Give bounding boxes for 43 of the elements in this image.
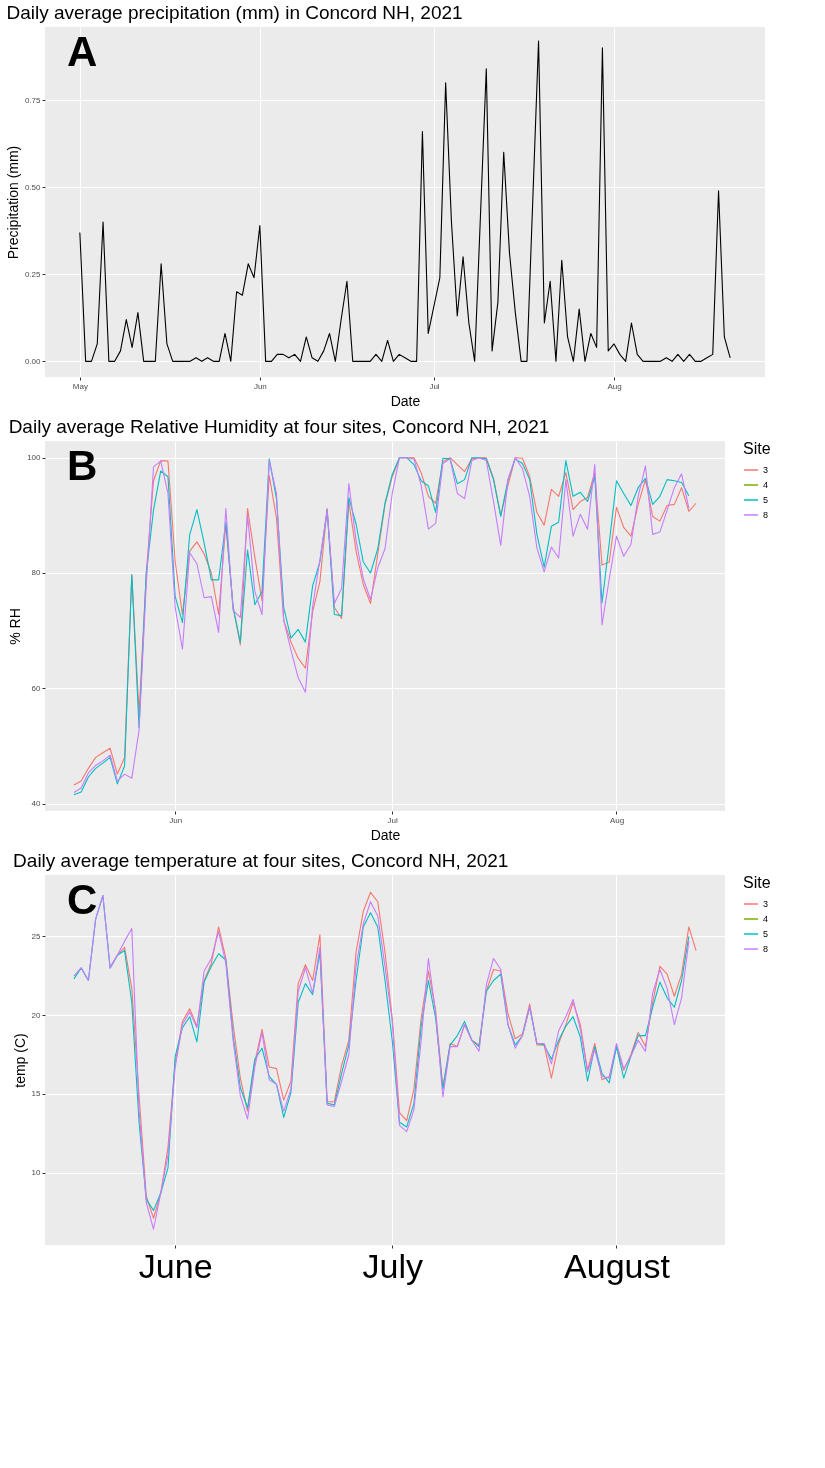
legend-label: 5 — [763, 495, 769, 505]
x-tick-label: May — [72, 381, 88, 391]
y-tick-label: 60 — [31, 683, 42, 693]
y-tick-label: 10 — [31, 1168, 42, 1178]
y-tick-label: 80 — [31, 568, 42, 578]
x-tick-label: Jul — [387, 815, 399, 825]
y-tick-label: 15 — [31, 1089, 42, 1099]
x-tick-label: Jun — [169, 815, 183, 825]
legend-title: Site — [743, 440, 771, 457]
legend-label: 5 — [763, 929, 769, 939]
y-axis-title: % RH — [7, 608, 24, 645]
x-tick-label: Aug — [609, 815, 625, 825]
x-tick-label: June — [138, 1246, 213, 1285]
x-tick-label: August — [564, 1246, 671, 1285]
x-tick-label: Jul — [429, 381, 440, 391]
legend-label: 4 — [763, 914, 769, 924]
x-axis-title: Date — [390, 392, 421, 409]
legend-label: 8 — [763, 944, 769, 954]
x-axis-title: Date — [370, 826, 401, 843]
annotation: C — [67, 876, 98, 923]
y-tick-label: 25 — [31, 931, 42, 941]
legend-title: Site — [743, 874, 771, 891]
y-tick-label: 0.00 — [24, 356, 42, 366]
y-tick-label: 40 — [31, 799, 42, 809]
annotation: A — [67, 28, 98, 75]
y-tick-label: 20 — [31, 1010, 42, 1020]
annotation: B — [67, 442, 98, 489]
x-tick-label: Jun — [253, 381, 267, 391]
y-tick-label: 0.75 — [24, 95, 42, 105]
y-axis-title: Precipitation (mm) — [4, 145, 21, 260]
x-tick-label: Aug — [607, 381, 622, 391]
y-tick-label: 0.25 — [24, 269, 42, 279]
y-tick-label: 0.50 — [24, 182, 42, 192]
chart-title: Daily average temperature at four sites, Concord NH, 2021 — [13, 850, 509, 871]
legend-label: 3 — [763, 899, 769, 909]
legend-label: 3 — [763, 465, 769, 475]
legend-label: 8 — [763, 510, 769, 520]
y-axis-title: temp (C) — [11, 1033, 28, 1088]
legend-label: 4 — [763, 480, 769, 490]
chart-title: Daily average Relative Humidity at four sites, Concord NH, 2021 — [8, 416, 550, 437]
x-tick-label: July — [362, 1246, 423, 1285]
chart-title: Daily average precipitation (mm) in Concord NH, 2021 — [6, 2, 463, 23]
y-tick-label: 100 — [27, 453, 42, 463]
